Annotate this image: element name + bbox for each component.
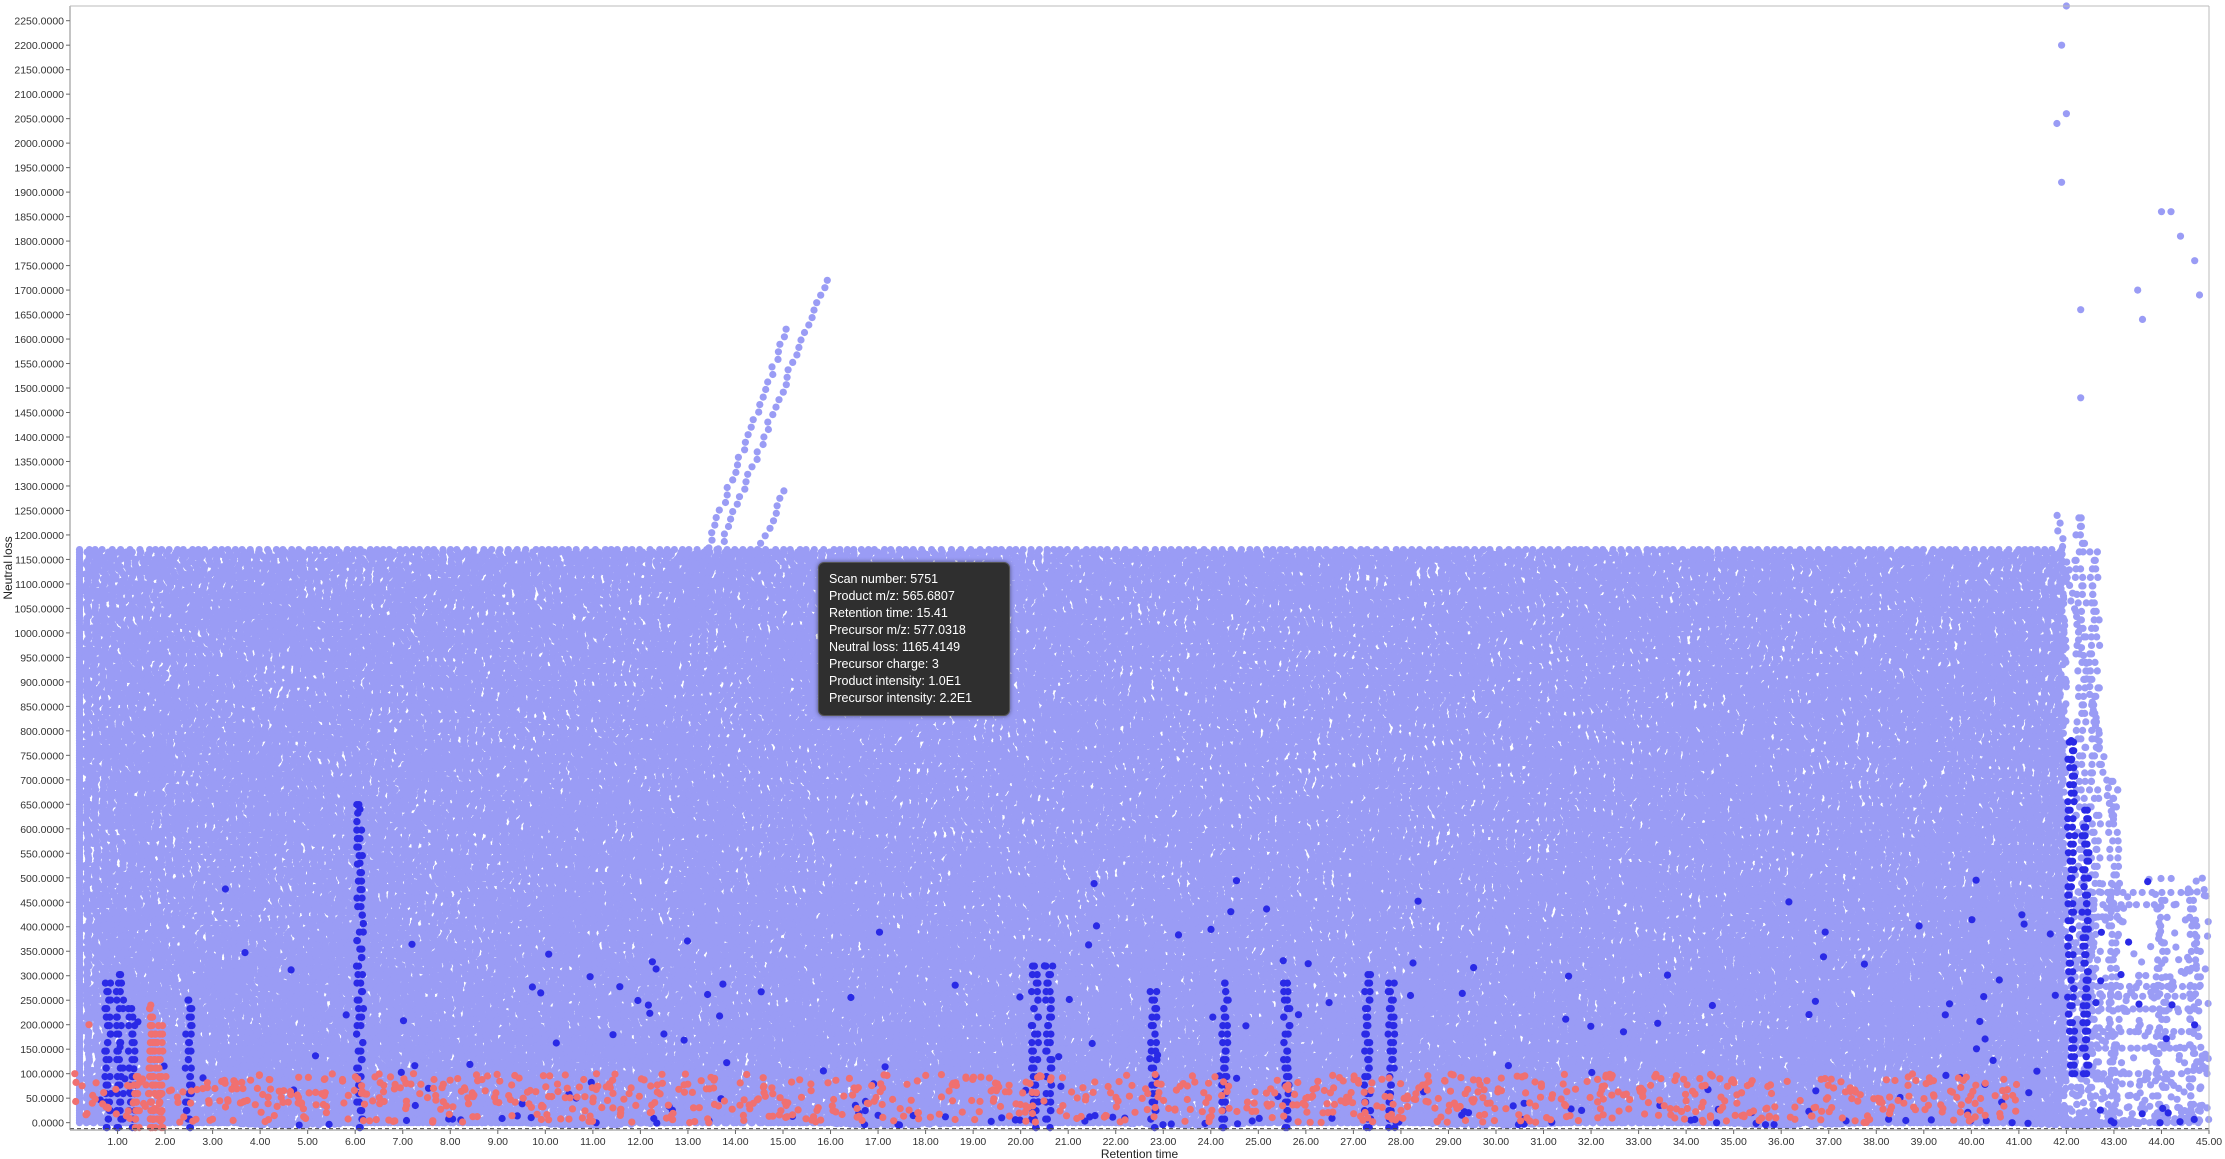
neutral-loss-scatter-chart: 1.00 2.00 3.00 4.00 5.00 6.00 7.00 8.00 9.00 10.0…	[0, 0, 2225, 1159]
